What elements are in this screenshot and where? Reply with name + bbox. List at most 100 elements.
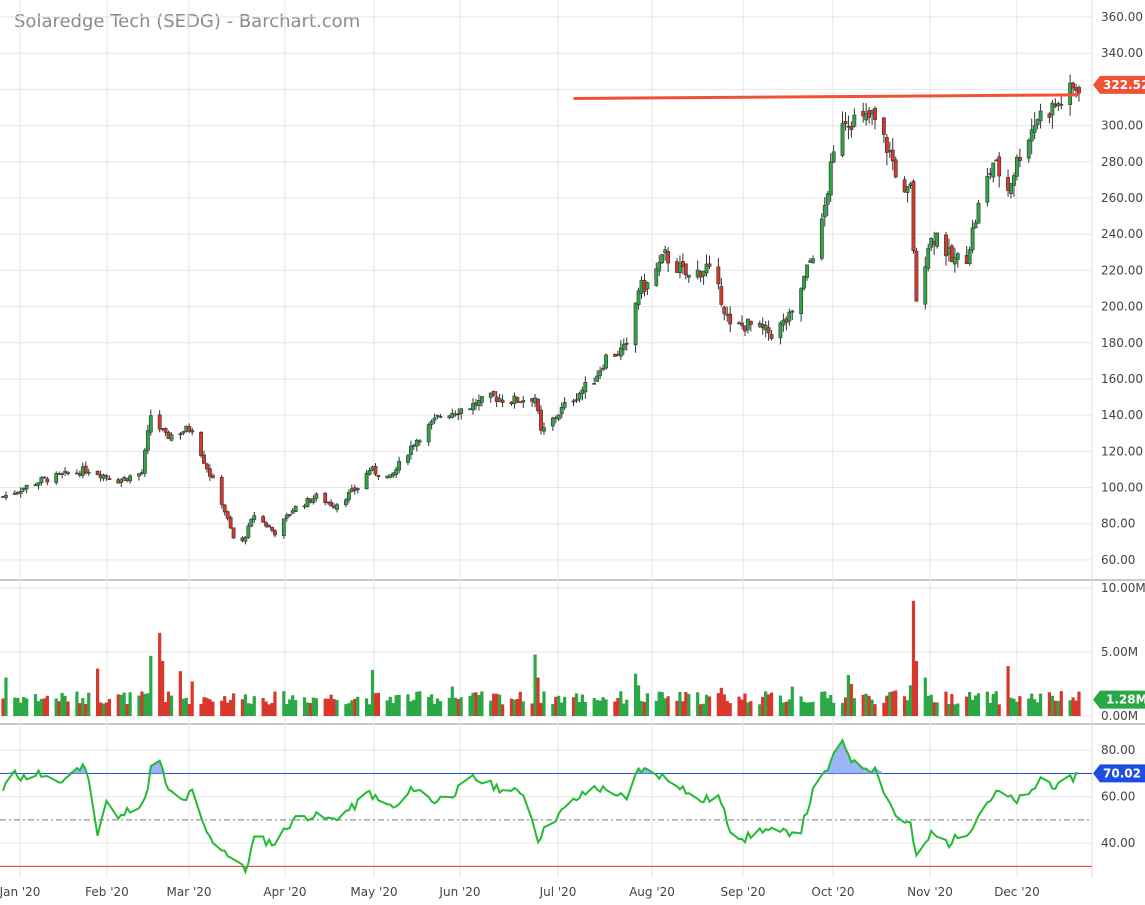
- volume-bar: [784, 701, 788, 716]
- volume-bar: [832, 702, 836, 716]
- volume-bar: [935, 702, 939, 716]
- candle: [536, 398, 540, 415]
- volume-bar: [308, 702, 313, 716]
- x-tick-label: Jan '20: [0, 885, 40, 899]
- volume-bar: [790, 686, 794, 716]
- volume-bar: [373, 693, 378, 716]
- candle: [831, 145, 836, 164]
- volume-bar: [199, 703, 203, 716]
- candle: [559, 402, 564, 419]
- volume-bar: [864, 693, 868, 716]
- volume-bar: [409, 701, 413, 716]
- candle: [95, 470, 100, 476]
- volume-bar: [1027, 698, 1031, 716]
- volume-bar: [616, 698, 620, 716]
- volume-bar: [376, 692, 381, 716]
- volume-bar: [542, 691, 546, 716]
- candle: [905, 186, 910, 203]
- candle: [521, 395, 526, 409]
- candle: [148, 409, 153, 436]
- volume-bar: [220, 700, 224, 716]
- x-tick-label: Dec '20: [994, 885, 1040, 899]
- candle: [923, 256, 928, 310]
- volume-bar: [997, 704, 1001, 716]
- volume-bar: [137, 695, 141, 716]
- candle: [618, 340, 623, 360]
- volume-bar: [719, 687, 723, 716]
- candle: [790, 309, 795, 320]
- volume-bar: [829, 695, 833, 716]
- volume-bar: [356, 696, 360, 716]
- volume-bar: [908, 685, 913, 716]
- candle: [435, 414, 440, 419]
- candle: [1029, 118, 1034, 155]
- candle: [822, 197, 827, 227]
- candle: [145, 424, 150, 454]
- volume-bar: [391, 703, 395, 716]
- volume-bar: [60, 692, 64, 716]
- volume-bar: [764, 691, 768, 716]
- volume-bar: [335, 700, 339, 716]
- candle: [805, 264, 809, 281]
- volume-bar: [758, 704, 762, 716]
- candle: [955, 251, 960, 268]
- candle: [601, 364, 605, 372]
- candle: [471, 398, 475, 415]
- price-tick-label: 300.00: [1101, 119, 1143, 133]
- volume-bar: [681, 701, 685, 716]
- candle: [719, 277, 724, 307]
- x-tick-label: Aug '20: [629, 885, 675, 899]
- candle: [344, 497, 348, 508]
- volume-bar: [725, 700, 729, 716]
- candle: [595, 370, 600, 383]
- candle: [346, 489, 351, 504]
- volume-bar: [36, 701, 41, 716]
- candle: [550, 416, 555, 431]
- candle: [574, 393, 579, 403]
- volume-bar: [645, 693, 650, 716]
- candle: [202, 450, 206, 464]
- candle: [1038, 103, 1043, 129]
- volume-bar: [252, 696, 256, 716]
- volume-bar: [261, 697, 265, 716]
- candle: [205, 462, 209, 473]
- volume-bar: [805, 702, 809, 716]
- volume-bar: [223, 696, 227, 716]
- rsi-oversold-fill: [3, 866, 1079, 872]
- volume-bar: [202, 697, 206, 716]
- volume-bar: [146, 693, 150, 716]
- volume-bar: [740, 699, 744, 716]
- volume-bar: [208, 699, 212, 716]
- volume-bar: [743, 693, 747, 716]
- candle: [967, 246, 972, 266]
- volume-bar: [551, 704, 555, 716]
- candle: [104, 474, 109, 481]
- candle: [273, 529, 277, 538]
- x-tick-label: Apr '20: [263, 885, 306, 899]
- volume-bar: [314, 698, 318, 716]
- candle: [1017, 148, 1022, 168]
- candle: [137, 473, 141, 481]
- price-tick-label: 140.00: [1101, 408, 1143, 422]
- candle: [438, 414, 443, 419]
- volume-bar: [953, 704, 957, 716]
- volume-bar: [1012, 698, 1016, 716]
- volume-bar: [802, 701, 806, 716]
- volume-bar: [453, 697, 457, 716]
- volume-bar: [178, 671, 182, 716]
- volume-bar: [636, 685, 641, 716]
- volume-bar: [929, 694, 933, 716]
- candle: [654, 262, 659, 287]
- volume-bar: [554, 696, 558, 716]
- volume-bar: [947, 703, 951, 716]
- volume-bar: [477, 694, 481, 716]
- candle: [142, 447, 147, 478]
- candle: [60, 472, 65, 479]
- volume-bar: [370, 669, 375, 716]
- candle: [660, 253, 665, 264]
- candle: [36, 482, 41, 490]
- volume-bar: [657, 691, 661, 716]
- candle: [128, 474, 133, 484]
- candle: [666, 247, 671, 273]
- candle: [991, 162, 996, 183]
